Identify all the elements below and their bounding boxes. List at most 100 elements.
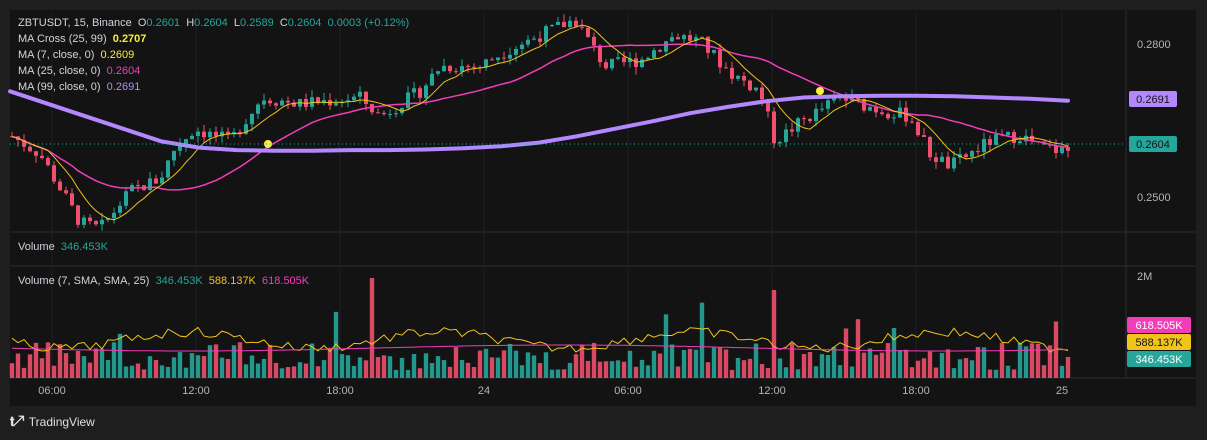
volume-bar xyxy=(1065,356,1071,378)
volume-bar xyxy=(273,362,279,378)
indicator-ma7[interactable]: MA (7, close, 0) 0.2609 xyxy=(18,47,134,63)
candle-body xyxy=(400,108,404,114)
candle-body xyxy=(460,66,464,72)
ohlc-legend: ZBTUSDT, 15, Binance O0.2601 H0.2604 L0.… xyxy=(18,15,409,31)
candle-body xyxy=(844,95,848,101)
time-tick-label: 18:00 xyxy=(902,385,930,397)
indicator-ma-cross[interactable]: MA Cross (25, 99) 0.2707 xyxy=(18,31,146,47)
volume-bar xyxy=(93,348,99,378)
candle-body xyxy=(976,151,980,153)
high-label: H xyxy=(186,17,195,29)
volume-bar xyxy=(249,355,255,378)
volume-bar xyxy=(447,366,453,378)
volume-bar xyxy=(417,368,423,378)
volume-bar xyxy=(603,361,609,378)
volume-bar xyxy=(999,343,1005,378)
volume-bar xyxy=(837,365,843,378)
volume-bar xyxy=(933,367,939,378)
candle-body xyxy=(370,103,374,113)
volume-bar xyxy=(171,357,177,378)
candle-body xyxy=(346,100,350,102)
symbol-label[interactable]: ZBTUSDT, 15, Binance xyxy=(18,17,132,29)
candles xyxy=(10,14,1070,231)
volume-bar xyxy=(1011,369,1017,378)
candle-body xyxy=(724,67,728,69)
volume-bar xyxy=(225,359,231,378)
volume-bar xyxy=(63,353,69,378)
indicator-value: 0.2609 xyxy=(100,49,135,61)
volume-bar xyxy=(489,357,495,378)
volume-bar xyxy=(183,367,189,378)
candle-body xyxy=(406,92,410,109)
candle-body xyxy=(658,50,662,52)
volume-bar xyxy=(411,354,417,378)
candle-body xyxy=(766,99,770,112)
volume-bar xyxy=(33,342,39,378)
candle-body xyxy=(634,58,638,68)
candle-body xyxy=(514,49,518,55)
candle-body xyxy=(706,36,710,53)
candle-body xyxy=(484,59,488,68)
ma-lines xyxy=(8,24,1126,353)
candle-body xyxy=(808,118,812,122)
volume-bar xyxy=(195,355,201,378)
volume-bar xyxy=(825,354,831,378)
candle-body xyxy=(880,112,884,114)
candle-body xyxy=(688,35,692,41)
candle-body xyxy=(1030,135,1034,142)
candle-body xyxy=(520,44,524,50)
candle-body xyxy=(790,129,794,132)
time-tick-label: 12:00 xyxy=(182,385,210,397)
volume-bar xyxy=(213,344,219,378)
volume-bar xyxy=(501,350,507,378)
volume-bar xyxy=(987,369,993,378)
candle-body xyxy=(670,37,674,42)
indicator-ma25[interactable]: MA (25, close, 0) 0.2604 xyxy=(18,63,140,79)
volume-bar xyxy=(375,357,381,378)
candle-body xyxy=(826,100,830,109)
volume-bar xyxy=(693,349,699,378)
candle-body xyxy=(424,85,428,98)
volume-bar xyxy=(1035,343,1041,378)
volume-bar xyxy=(1041,365,1047,378)
volume-bar xyxy=(423,353,429,378)
candle-body xyxy=(466,66,470,68)
candle-body xyxy=(358,91,362,97)
candle-body xyxy=(916,122,920,136)
candle-body xyxy=(58,181,62,191)
candle-body xyxy=(280,100,284,106)
volume-bar xyxy=(333,311,339,378)
candle-body xyxy=(832,97,836,101)
candle-body xyxy=(388,113,392,115)
candle-body xyxy=(184,139,188,146)
volume-bar xyxy=(153,360,159,378)
candle-body xyxy=(334,103,338,106)
ma99-line xyxy=(8,89,1070,153)
volume-ma-legend[interactable]: Volume (7, SMA, SMA, 25) 346.453K 588.13… xyxy=(18,273,309,289)
volume-bar xyxy=(801,354,807,378)
time-tick-label: 24 xyxy=(478,385,490,397)
indicator-ma99[interactable]: MA (99, close, 0) 0.2691 xyxy=(18,79,140,95)
candle-body xyxy=(952,157,956,169)
candle-body xyxy=(1006,131,1010,136)
candle-body xyxy=(652,50,656,58)
candle-body xyxy=(628,58,632,63)
volume-bar xyxy=(21,367,27,378)
volume-bar xyxy=(309,343,315,378)
volume-bar xyxy=(399,357,405,378)
candle-body xyxy=(544,26,548,42)
volume-pane-legend[interactable]: Volume 346.453K xyxy=(18,239,108,255)
candle-body xyxy=(490,59,494,61)
volume-bar xyxy=(231,345,237,378)
volume-bar xyxy=(615,360,621,378)
volume-bar xyxy=(705,362,711,378)
volume-bar xyxy=(597,361,603,378)
candle-body xyxy=(214,131,218,137)
tradingview-footer[interactable]: 𝐭↗ TradingView xyxy=(10,414,95,430)
open-label: O xyxy=(137,17,147,29)
volume-bar xyxy=(105,359,111,378)
volume-badge: 618.505K xyxy=(1135,320,1183,332)
volume-bar xyxy=(1059,365,1065,378)
volume-bar xyxy=(807,352,813,378)
